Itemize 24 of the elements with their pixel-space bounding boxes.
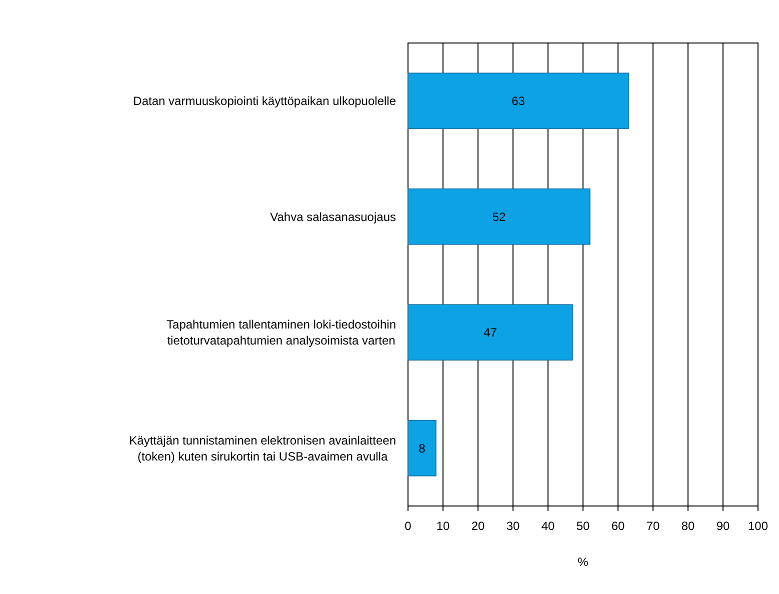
x-tick-label: 80 (681, 519, 695, 533)
bar (408, 420, 436, 476)
y-tick-label: Vahva salasanasuojaus (270, 210, 396, 224)
x-tick-label: 0 (404, 519, 412, 533)
data-label: 52 (492, 210, 506, 224)
y-tick-label: Tapahtumien tallentaminen loki-tiedostoihin tietoturvatapahtumien analysoimista varten (166, 318, 396, 348)
bar (408, 72, 629, 130)
x-tick-label: 100 (748, 519, 768, 533)
x-axis-title: % (578, 555, 589, 569)
x-tick-label: 30 (506, 519, 520, 533)
data-label: 8 (418, 441, 426, 456)
y-tick-label: Käyttäjän tunnistaminen elektronisen avainlaitteen (token) kuten sirukortin tai USB-avaimen avulla (129, 433, 396, 464)
data-label: 63 (512, 94, 526, 108)
bar (408, 188, 590, 245)
x-tick-label: 40 (541, 519, 555, 533)
bar (408, 304, 573, 361)
x-tick-label: 50 (576, 519, 590, 533)
data-label: 47 (484, 326, 498, 340)
x-tick-label: 90 (716, 519, 730, 533)
x-tick-label: 10 (436, 519, 450, 533)
x-tick-label: 20 (471, 519, 485, 533)
x-tick-label: 70 (646, 519, 660, 533)
x-tick-label: 60 (611, 519, 625, 533)
y-tick-label: Datan varmuuskopiointi käyttöpaikan ulkopuolelle (133, 94, 396, 108)
